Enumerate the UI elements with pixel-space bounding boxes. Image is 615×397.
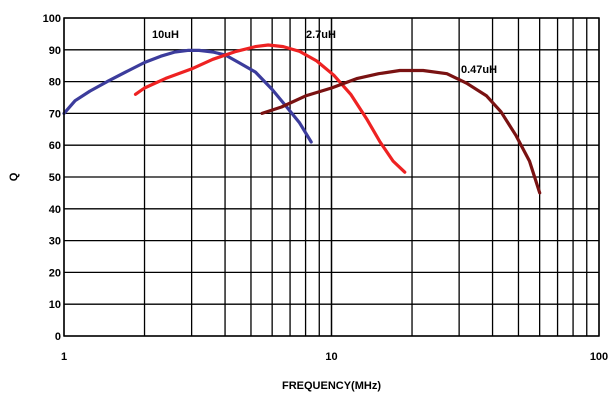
y-tick-label: 80 bbox=[49, 77, 61, 89]
y-tick-label: 60 bbox=[49, 140, 61, 152]
y-tick-label: 10 bbox=[49, 299, 61, 311]
series-line-10uH bbox=[62, 48, 313, 144]
series-line-0_47uH bbox=[260, 68, 542, 195]
y-tick-label: 30 bbox=[49, 236, 61, 248]
y-axis-title: Q bbox=[8, 172, 20, 181]
y-tick-label: 90 bbox=[49, 45, 61, 57]
series-label: 0.47uH bbox=[461, 64, 497, 76]
y-tick-label: 100 bbox=[43, 13, 61, 25]
plot-border bbox=[63, 17, 600, 337]
series-label: 10uH bbox=[152, 29, 179, 41]
series-labels: 10uH 2.7uH 0.47uH bbox=[152, 29, 497, 76]
grid bbox=[63, 17, 600, 337]
series-line-2_7uH bbox=[133, 43, 407, 174]
x-tick-label: 10 bbox=[325, 351, 337, 363]
y-tick-labels: 0 10 20 30 40 50 60 70 80 90 100 bbox=[43, 13, 61, 343]
y-tick-label: 50 bbox=[49, 172, 61, 184]
y-tick-label: 70 bbox=[49, 108, 61, 120]
y-tick-label: 40 bbox=[49, 204, 61, 216]
x-tick-label: 1 bbox=[61, 351, 67, 363]
x-tick-labels: 1 10 100 bbox=[61, 351, 608, 363]
series-label: 2.7uH bbox=[306, 29, 336, 41]
y-tick-label: 20 bbox=[49, 267, 61, 279]
series-lines bbox=[62, 43, 542, 195]
x-axis-title: FREQUENCY(MHz) bbox=[282, 380, 381, 392]
x-tick-label: 100 bbox=[590, 351, 608, 363]
y-tick-label: 0 bbox=[55, 331, 61, 343]
